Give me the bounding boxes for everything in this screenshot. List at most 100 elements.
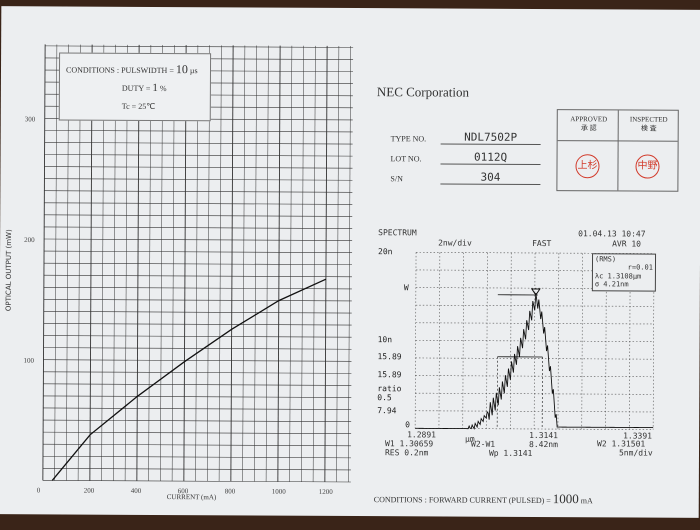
grid-line (43, 419, 352, 422)
grid-line (438, 252, 441, 429)
y-tick-label: 300 (25, 115, 36, 123)
temperature: Tc = 25℃ (121, 101, 156, 111)
grid-line (324, 45, 328, 482)
spectrum-y-label: 15.89 (377, 370, 401, 379)
conditions-box: CONDITIONS : PULSWIDTH = 10 µs DUTY = 1 … (58, 52, 212, 122)
datasheet-paper: 100 200 300 0 200 400 600 800 1000 1200 CONDITION… (0, 6, 700, 518)
w2: W2 1.31501 (597, 439, 646, 449)
grid-line (43, 311, 352, 314)
approved-stamp: 上杉 (575, 154, 600, 179)
x-axis-label: CURRENT (mA) (166, 493, 217, 502)
grid-line (336, 45, 340, 482)
grid-line (42, 455, 351, 459)
grid-line (557, 253, 560, 430)
grid-line (43, 431, 352, 435)
spectrum-y-label: 20n (378, 247, 393, 256)
grid-line (415, 269, 654, 272)
x-tick-label: 1200 (319, 488, 334, 496)
type-value: NDL7502P (440, 130, 541, 145)
grid-line (54, 44, 58, 481)
output-curve (51, 278, 327, 481)
grid-line (43, 262, 352, 266)
company-name: NEC Corporation (376, 84, 470, 100)
grid-line (312, 45, 316, 482)
grid-line (415, 287, 654, 290)
grid-line (44, 190, 353, 193)
footer-conditions: CONDITIONS : FORWARD CURRENT (PULSED) = … (374, 490, 593, 507)
x-tick-label: 800 (225, 487, 236, 495)
footer-label: CONDITIONS : FORWARD CURRENT (PULSED) = (373, 495, 551, 506)
approved-jp: 承 認 (580, 124, 597, 133)
grid-line (254, 45, 257, 482)
spectrum-y-label: 15.89 (377, 352, 401, 361)
sn-value: 304 (440, 170, 541, 185)
grid-line (42, 480, 351, 483)
current-unit: mA (580, 496, 593, 506)
forward-current: 1000 (552, 491, 579, 507)
grid-line (44, 226, 353, 229)
inspected-stamp: 中野 (635, 154, 660, 179)
grid-line (301, 45, 304, 482)
grid-line (415, 357, 654, 360)
grid-line (43, 371, 352, 374)
grid-line (415, 375, 654, 378)
grid-line (44, 202, 353, 205)
grid-line (348, 45, 351, 482)
grid-line (44, 214, 353, 217)
lot-value: 0112Q (440, 150, 541, 165)
grid-line (42, 468, 351, 471)
grid-line (44, 142, 353, 145)
x-tick-label: 600 (178, 487, 189, 495)
x-tick-label: 200 (84, 487, 95, 495)
grid-line (44, 166, 353, 169)
grid-line (43, 286, 352, 290)
spectrum-y-label: W (404, 283, 409, 292)
sn-label: S/N (390, 174, 403, 184)
grid-line (416, 252, 655, 254)
rms-box: (RMS) r=0.01 λc 1.3108µm σ 4.21nm (591, 253, 657, 292)
grid-line (242, 45, 246, 482)
rms-r: r=0.01 (627, 263, 653, 272)
start-wl: 1.2891 (407, 430, 437, 440)
center-wl: 1.3141 (529, 430, 559, 441)
approved-label: APPROVED (570, 115, 608, 124)
grid-line (218, 45, 222, 482)
grid-line (289, 45, 293, 482)
grid-line (43, 335, 352, 338)
peak-wl: Wp 1.3141 (488, 448, 533, 458)
grid-line (415, 322, 654, 325)
grid-line (581, 253, 583, 430)
conditions-label: CONDITIONS : PULSWIDTH = (65, 65, 174, 76)
x-div: 5nm/div (618, 448, 653, 458)
grid-line (43, 383, 352, 386)
type-label: TYPE NO. (390, 134, 427, 144)
x-tick-label: 1000 (272, 488, 287, 496)
spectrum-printout: SPECTRUM 01.04.13 10:47 2nw/div FAST AVR… (367, 226, 668, 468)
grid-line (415, 392, 654, 395)
spectrum-y-label: 7.94 (377, 406, 396, 415)
grid-line (44, 178, 353, 181)
spectrum-y-label: 10n (378, 335, 393, 344)
grid-line (44, 154, 353, 157)
grid-line (43, 347, 352, 350)
grid-line (43, 395, 352, 398)
rms-label: (RMS) (594, 255, 617, 264)
x-tick-label: 400 (131, 487, 142, 495)
spectrum-trace (415, 292, 654, 430)
y-tick-label: 100 (23, 357, 34, 365)
y-axis-label: OPTICAL OUTPUT (mW) (4, 229, 14, 312)
grid-line (415, 340, 654, 342)
inspected-jp: 検 査 (640, 124, 657, 133)
spectrum-y-label: 0 (405, 420, 410, 429)
grid-line (44, 130, 353, 133)
duty-label: DUTY = (121, 83, 151, 93)
x-tick-label: 0 (37, 486, 41, 494)
grid-line (265, 45, 269, 482)
grid-line (462, 252, 464, 429)
grid-line (42, 44, 46, 481)
w2w1-label: W2-W1 (471, 439, 496, 449)
grid-line (277, 45, 281, 482)
grid-line (230, 45, 234, 482)
y-tick-label: 200 (24, 236, 35, 244)
grid-line (43, 299, 352, 302)
